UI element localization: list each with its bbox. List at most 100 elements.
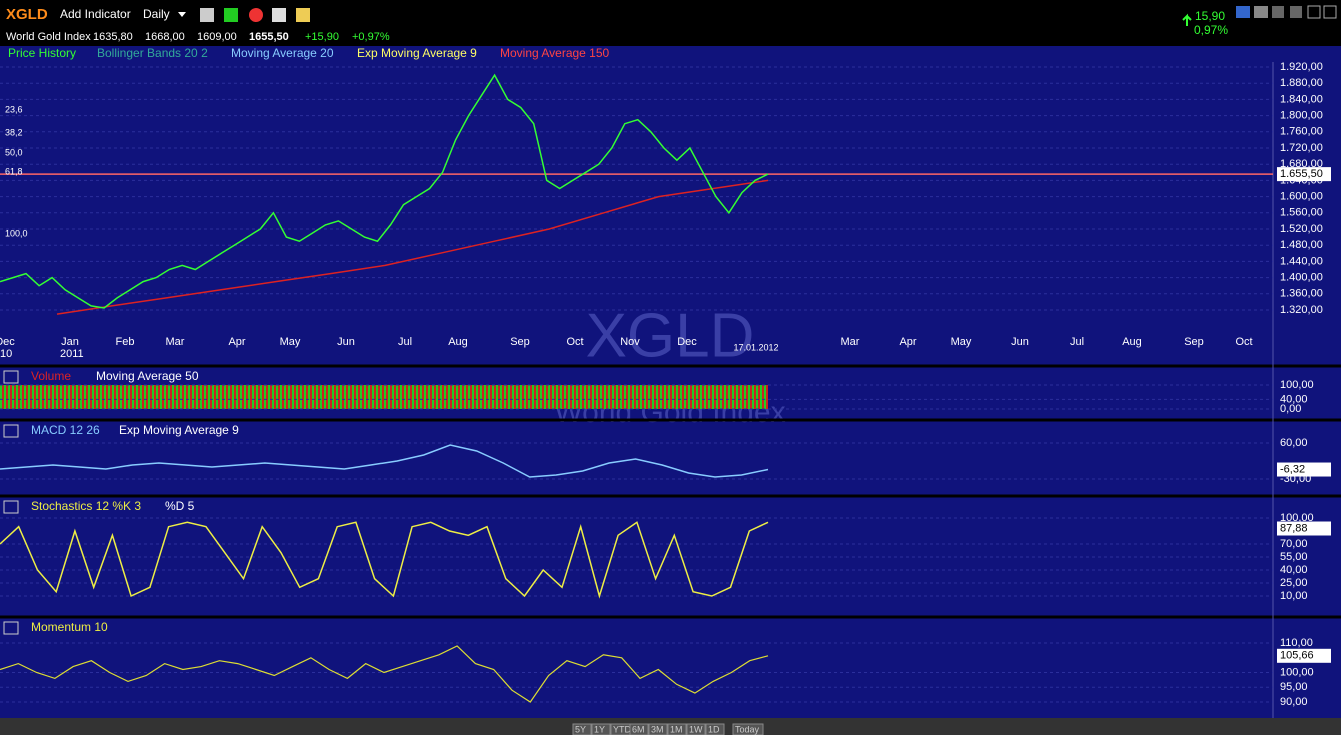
x-tick-label: Apr xyxy=(228,336,245,348)
fib-label: 23,6 xyxy=(5,104,23,114)
y-tick-label: 95,00 xyxy=(1280,681,1308,693)
range-button-label[interactable]: 5Y xyxy=(575,724,586,734)
window-button[interactable] xyxy=(1307,5,1321,19)
range-button[interactable] xyxy=(732,723,764,735)
y-tick-label: 110,00 xyxy=(1280,637,1313,649)
top-change: 15,90 xyxy=(1195,9,1225,23)
range-button-label[interactable]: Today xyxy=(735,724,760,734)
up-arrow xyxy=(1182,13,1192,26)
panel-overlay[interactable]: Exp Moving Average 9 xyxy=(119,423,239,437)
panel-overlay[interactable]: Moving Average 50 xyxy=(96,369,199,383)
last-value-box xyxy=(1277,648,1331,663)
last-value-box xyxy=(1277,521,1331,536)
y-tick-label: 1.600,00 xyxy=(1280,191,1323,203)
chart-bg xyxy=(0,46,1341,718)
y-tick-label: 60,00 xyxy=(1280,437,1308,449)
volume-bars xyxy=(0,385,768,409)
tool-icon[interactable] xyxy=(272,8,286,22)
x-tick-label: Jun xyxy=(337,336,355,348)
range-button-label[interactable]: YTD xyxy=(613,724,632,734)
y-tick-label: 40,00 xyxy=(1280,564,1308,576)
symbol[interactable]: XGLD xyxy=(6,6,48,23)
tool-icon[interactable] xyxy=(224,8,238,22)
last-value-label: 105,66 xyxy=(1280,650,1314,662)
add-indicator[interactable]: Add Indicator xyxy=(60,7,131,21)
watermark: XGLD xyxy=(586,301,755,370)
y-tick-label: 1.800,00 xyxy=(1280,110,1323,122)
y-tick-label: 100,00 xyxy=(1280,666,1314,678)
tool-icon[interactable] xyxy=(296,8,310,22)
range-button-label[interactable]: 6M xyxy=(632,724,645,734)
fib-label: 50,0 xyxy=(5,147,23,157)
range-button-label[interactable]: 1D xyxy=(708,724,720,734)
window-button[interactable] xyxy=(1254,6,1268,18)
x-tick-label: Jan xyxy=(61,336,79,348)
top-change-pct: 0,97% xyxy=(1194,23,1228,37)
last-value-label: 1.655,50 xyxy=(1280,168,1323,180)
price-line xyxy=(0,73,769,309)
window-button[interactable] xyxy=(1272,6,1284,18)
x-tick-label: Aug xyxy=(1122,336,1142,348)
last-value-label: 87,88 xyxy=(1280,522,1308,534)
y-tick-label: 1.560,00 xyxy=(1280,207,1323,219)
tool-icon[interactable] xyxy=(249,8,263,22)
dropdown-arrow[interactable] xyxy=(178,12,186,17)
close-panel[interactable] xyxy=(3,424,19,438)
y-tick-label: 70,00 xyxy=(1280,538,1308,550)
x-tick-label: Jul xyxy=(398,336,412,348)
panel-overlay[interactable]: %D 5 xyxy=(165,499,195,513)
panel-title[interactable]: Momentum 10 xyxy=(31,620,108,634)
y-tick-label: 90,00 xyxy=(1280,696,1308,708)
overlay-legend[interactable]: Exp Moving Average 9 xyxy=(357,46,477,60)
range-button[interactable] xyxy=(705,723,725,735)
y-tick-label: 1.440,00 xyxy=(1280,255,1323,267)
x-tick-label: Feb xyxy=(116,336,135,348)
x-tick-label: Mar xyxy=(841,336,860,348)
overlay-legend[interactable]: Moving Average 20 xyxy=(231,46,334,60)
x-tick-label: Dec xyxy=(677,336,697,348)
year-label: 2011 xyxy=(60,348,84,360)
close-button[interactable] xyxy=(1323,5,1337,19)
interval[interactable]: Daily xyxy=(143,7,170,21)
macd-line xyxy=(0,444,769,478)
y-tick-label: 40,00 xyxy=(1280,393,1308,405)
y-tick-label: 1.720,00 xyxy=(1280,142,1323,154)
quote-low: 1609,00 xyxy=(197,31,237,43)
y-tick-label: 100,00 xyxy=(1280,512,1314,524)
close-panel[interactable] xyxy=(3,621,19,635)
window-button[interactable] xyxy=(1236,6,1250,18)
panel-title[interactable]: Volume xyxy=(31,369,71,383)
range-button[interactable] xyxy=(629,723,649,735)
x-tick-label: Jul xyxy=(1070,336,1084,348)
range-button[interactable] xyxy=(648,723,668,735)
overlay-legend[interactable]: Price History xyxy=(8,46,76,60)
y-tick-label: 1.400,00 xyxy=(1280,272,1323,284)
range-button[interactable] xyxy=(591,723,611,735)
range-button[interactable] xyxy=(686,723,706,735)
y-tick-label: 1.920,00 xyxy=(1280,61,1323,73)
x-tick-label: Apr xyxy=(899,336,916,348)
range-button-label[interactable]: 1M xyxy=(670,724,683,734)
range-button-label[interactable]: 1Y xyxy=(594,724,605,734)
x-tick-label: May xyxy=(951,336,972,348)
range-button-label[interactable]: 1W xyxy=(689,724,703,734)
close-panel[interactable] xyxy=(3,500,19,514)
overlay-legend[interactable]: Moving Average 150 xyxy=(500,46,610,60)
stoch-line xyxy=(0,521,769,599)
range-button-label[interactable]: 3M xyxy=(651,724,664,734)
close-panel[interactable] xyxy=(3,370,19,384)
x-tick-label: Oct xyxy=(566,336,583,348)
y-tick-label: 1.520,00 xyxy=(1280,223,1323,235)
quote-name: World Gold Index xyxy=(6,31,91,43)
panel-title[interactable]: MACD 12 26 xyxy=(31,423,100,437)
range-button[interactable] xyxy=(667,723,687,735)
panel-title[interactable]: Stochastics 12 %K 3 xyxy=(31,499,141,513)
window-button[interactable] xyxy=(1290,6,1302,18)
overlay-legend[interactable]: Bollinger Bands 20 2 xyxy=(97,46,208,60)
range-button[interactable] xyxy=(572,723,592,735)
x-tick-label: Dec xyxy=(0,336,15,348)
tool-icon[interactable] xyxy=(200,8,214,22)
quote-change-pct: +0,97% xyxy=(352,31,390,43)
x-tick-label: May xyxy=(280,336,301,348)
